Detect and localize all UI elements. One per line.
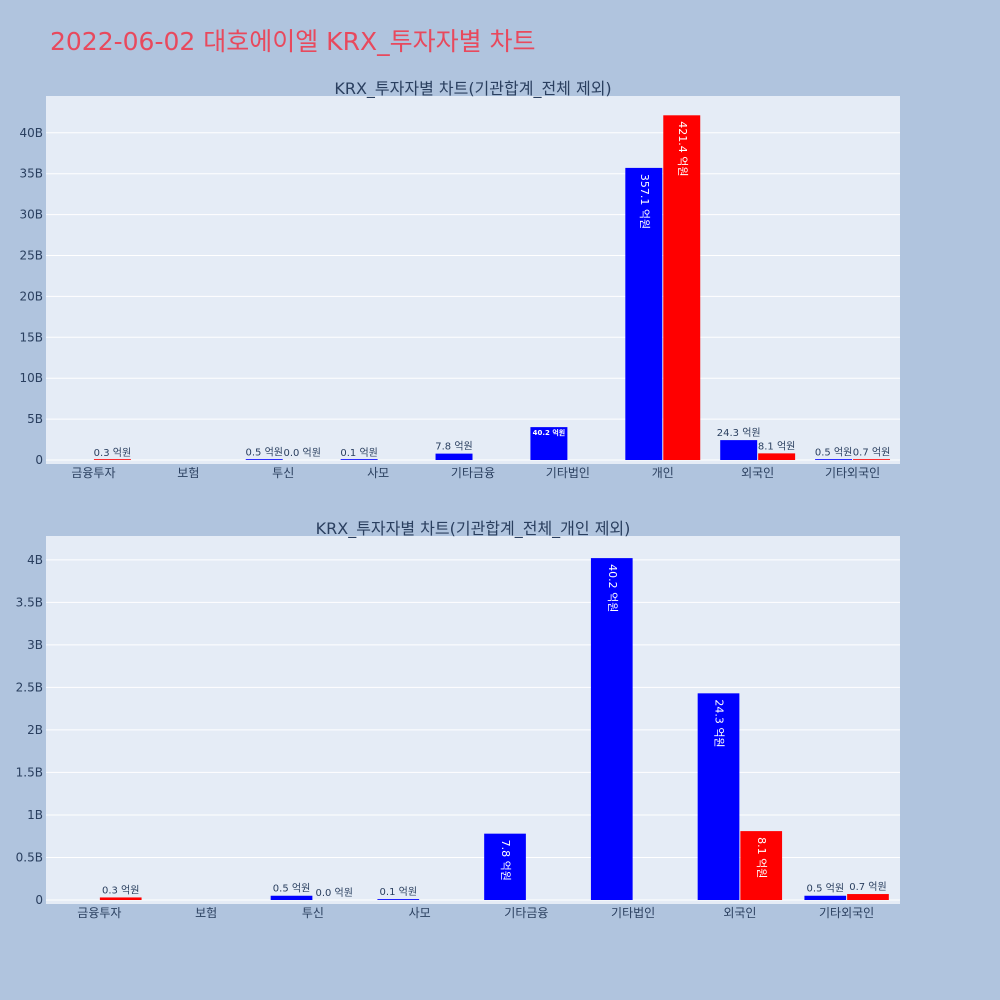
x-tick-label: 보험: [195, 906, 217, 920]
bar: [530, 427, 568, 460]
x-tick-label: 외국인: [741, 466, 774, 480]
bar-label: 0.1 억원: [380, 886, 417, 898]
bar: [484, 833, 526, 900]
y-tick-label: 35B: [19, 167, 43, 181]
y-tick-label: 15B: [19, 330, 43, 344]
y-tick-label: 0: [35, 893, 43, 907]
bar-label: 40.2 억원: [606, 564, 619, 612]
y-tick-label: 4B: [27, 553, 43, 567]
y-tick-label: 1.5B: [16, 765, 43, 779]
bar: [853, 459, 891, 460]
x-tick-label: 외국인: [723, 906, 756, 920]
x-tick-label: 투신: [272, 466, 294, 480]
bar-label: 0.7 억원: [853, 446, 890, 458]
y-tick-label: 0.5B: [16, 850, 43, 864]
bar: [625, 167, 663, 461]
bar: [270, 895, 313, 900]
bar-label: 7.8 억원: [435, 441, 472, 453]
bar-label: 24.3 억원: [713, 699, 726, 747]
bar: [245, 459, 283, 460]
y-tick-label: 2.5B: [16, 680, 43, 694]
x-tick-label: 개인: [652, 466, 674, 480]
plot-area: [46, 96, 900, 464]
bar-label: 421.4 억원: [676, 121, 689, 176]
bar: [815, 459, 853, 460]
bar: [435, 453, 473, 460]
bar-label: 0.5 억원: [815, 447, 852, 459]
y-tick-label: 25B: [19, 249, 43, 263]
y-tick-label: 30B: [19, 208, 43, 222]
bar: [697, 693, 740, 900]
y-tick-label: 1B: [27, 808, 43, 822]
bar-label: 0.3 억원: [102, 884, 139, 896]
chart-top: KRX_투자자별 차트(기관합계_전체 제외) 0 5B 10B 15B 20B 25B 30…: [19, 79, 900, 480]
x-tick-label: 사모: [409, 906, 431, 920]
bar: [340, 459, 378, 460]
bar: [847, 894, 889, 900]
chart-bottom: KRX_투자자별 차트(기관합계_전체_개인 제외) 0 0.5B 1B 1.5B 2B 2…: [16, 519, 900, 920]
x-tick-label: 사모: [367, 466, 389, 480]
x-tick-label: 기타금융: [504, 906, 548, 920]
x-tick-label: 보험: [177, 466, 199, 480]
bar-label: 8.1 억원: [755, 837, 768, 878]
x-tick-label: 기타법인: [611, 906, 655, 920]
y-tick-label: 0: [35, 453, 43, 467]
x-tick-label: 금융투자: [77, 906, 121, 920]
y-tick-label: 2B: [27, 723, 43, 737]
bar-label: 0.5 억원: [273, 883, 310, 895]
bar: [758, 453, 796, 460]
bar-label: 0.7 억원: [849, 881, 886, 893]
page-title: 2022-06-02 대호에이엘 KRX_투자자별 차트: [50, 27, 536, 56]
bar-label: 7.8 억원: [499, 840, 512, 881]
x-tick-label: 금융투자: [71, 466, 115, 480]
bar: [720, 440, 758, 460]
bar: [590, 558, 633, 900]
bar-label: 24.3 억원: [717, 427, 761, 439]
x-tick-label: 기타법인: [546, 466, 590, 480]
y-tick-label: 40B: [19, 126, 43, 140]
x-tick-label: 기타금융: [451, 466, 495, 480]
y-tick-label: 10B: [19, 371, 43, 385]
bar: [99, 897, 142, 900]
y-tick-label: 3.5B: [16, 595, 43, 609]
x-tick-label: 투신: [302, 906, 324, 920]
x-tick-label: 기타외국인: [825, 466, 880, 480]
bar-label: 0.0 억원: [315, 887, 352, 899]
chart-title: KRX_투자자별 차트(기관합계_전체_개인 제외): [316, 519, 631, 539]
bar-label: 0.3 억원: [94, 447, 131, 459]
bar: [93, 459, 131, 460]
bar: [804, 895, 847, 900]
bar-label: 0.1 억원: [340, 447, 377, 459]
x-tick-label: 기타외국인: [819, 906, 874, 920]
bar: [663, 115, 701, 461]
bar-label: 0.5 억원: [807, 883, 844, 895]
bar-label: 357.1 억원: [638, 174, 651, 229]
bar-label: 8.1 억원: [758, 440, 795, 452]
chart-title: KRX_투자자별 차트(기관합계_전체 제외): [334, 79, 611, 99]
bar-label: 40.2 억원: [533, 428, 566, 437]
bar-label: 0.0 억원: [283, 447, 320, 459]
bar: [377, 899, 420, 900]
bar: [740, 831, 783, 900]
y-tick-label: 5B: [27, 412, 43, 426]
y-tick-label: 3B: [27, 638, 43, 652]
bar-label: 0.5 억원: [246, 447, 283, 459]
y-tick-label: 20B: [19, 289, 43, 303]
